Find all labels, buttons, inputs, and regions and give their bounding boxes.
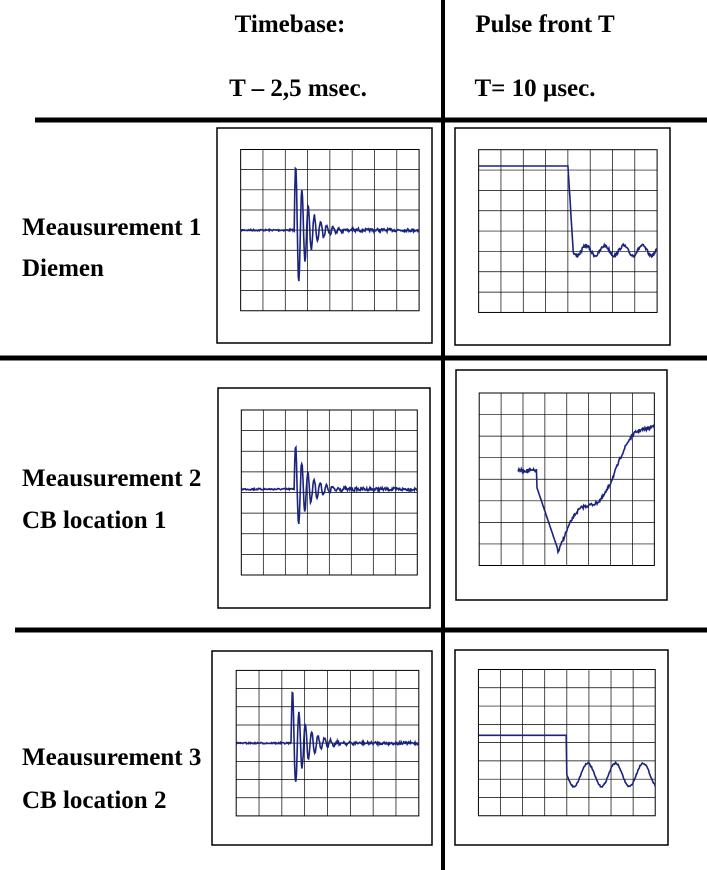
column-title: Pulse front T: [475, 11, 615, 38]
waveform: [239, 166, 420, 282]
row-sublabel: CB location 2: [22, 787, 166, 814]
column-title: Timebase:: [235, 11, 346, 38]
row-label: Meausurement 3: [22, 744, 201, 771]
row-label: Meausurement 1: [22, 214, 201, 241]
row-sublabel: Diemen: [22, 255, 104, 282]
row-label: Meausurement 2: [22, 465, 201, 492]
waveform: [236, 691, 420, 782]
waveform: [478, 165, 658, 259]
waveform: [517, 424, 656, 555]
column-value: T – 2,5 msec.: [229, 75, 367, 102]
waveform: [240, 445, 418, 525]
column-value: T= 10 µsec.: [475, 75, 596, 102]
waveform: [478, 734, 656, 788]
row-sublabel: CB location 1: [22, 507, 166, 534]
